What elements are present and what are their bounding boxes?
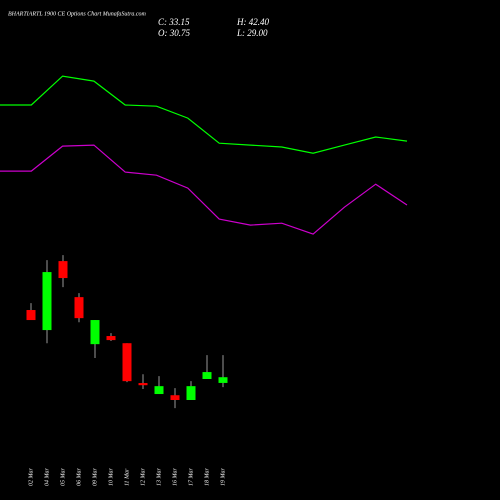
indicator-line (0, 144, 408, 235)
close-label: C: 33.15 (158, 17, 190, 27)
x-tick-label: 02 Mar (28, 468, 34, 486)
x-tick-label: 18 Mar (204, 468, 210, 486)
candle-body (58, 261, 68, 279)
candle-body (202, 372, 212, 379)
candle-body (138, 383, 148, 386)
open-label: O: 30.75 (158, 28, 190, 38)
x-tick-label: 10 Mar (108, 468, 114, 486)
x-tick-label: 19 Mar (220, 468, 226, 486)
x-tick-label: 06 Mar (76, 468, 82, 486)
low-label: L: 29.00 (236, 28, 268, 38)
chart-title: BHARTIARTL 1900 CE Options Chart MunafaS… (8, 10, 147, 17)
candle-body (122, 343, 132, 382)
candle-body (186, 386, 196, 400)
x-tick-label: 11 Mar (124, 468, 130, 486)
indicator-line (0, 75, 408, 154)
x-tick-label: 16 Mar (172, 468, 178, 486)
candle-body (170, 395, 180, 400)
candle-body (74, 297, 84, 319)
candle-body (90, 320, 100, 345)
candle-body (42, 272, 52, 331)
x-tick-label: 09 Mar (92, 468, 98, 486)
x-tick-label: 13 Mar (156, 468, 162, 486)
x-tick-label: 05 Mar (60, 468, 66, 486)
candle-body (26, 310, 36, 321)
high-label: H: 42.40 (236, 17, 269, 27)
candle-body (154, 386, 164, 395)
candle-body (106, 336, 116, 341)
x-tick-label: 12 Mar (140, 468, 146, 486)
candle-body (218, 377, 228, 383)
x-tick-label: 17 Mar (188, 468, 194, 486)
x-tick-label: 04 Mar (43, 468, 50, 486)
